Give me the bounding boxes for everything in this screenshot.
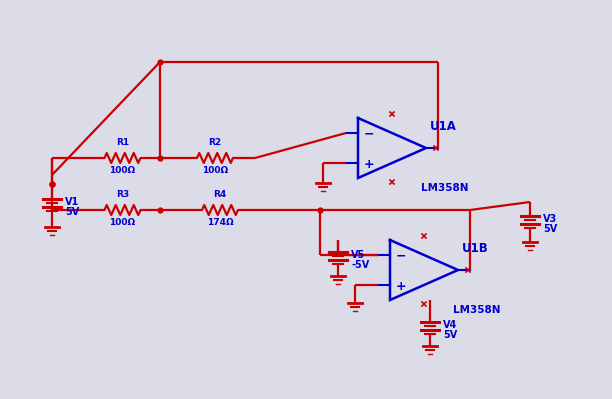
Text: -5V: -5V [351, 260, 369, 270]
Text: LM358N: LM358N [453, 305, 501, 315]
Text: −: − [396, 249, 406, 263]
Text: 100Ω: 100Ω [110, 166, 136, 175]
Text: R2: R2 [209, 138, 222, 147]
Text: V5: V5 [351, 250, 365, 260]
Text: LM358N: LM358N [421, 183, 469, 193]
Text: +: + [396, 280, 406, 292]
Text: 174Ω: 174Ω [207, 218, 233, 227]
Text: R1: R1 [116, 138, 129, 147]
Text: V1: V1 [65, 197, 79, 207]
Text: +: + [364, 158, 375, 170]
Text: V4: V4 [443, 320, 457, 330]
Text: R4: R4 [214, 190, 226, 199]
Text: V3: V3 [543, 214, 558, 224]
Text: R3: R3 [116, 190, 129, 199]
Text: U1B: U1B [462, 242, 489, 255]
Text: U1A: U1A [430, 120, 457, 133]
Text: 5V: 5V [443, 330, 457, 340]
Text: 100Ω: 100Ω [202, 166, 228, 175]
Text: 5V: 5V [65, 207, 79, 217]
Text: −: − [364, 128, 375, 140]
Text: 5V: 5V [543, 224, 558, 234]
Text: 100Ω: 100Ω [110, 218, 136, 227]
